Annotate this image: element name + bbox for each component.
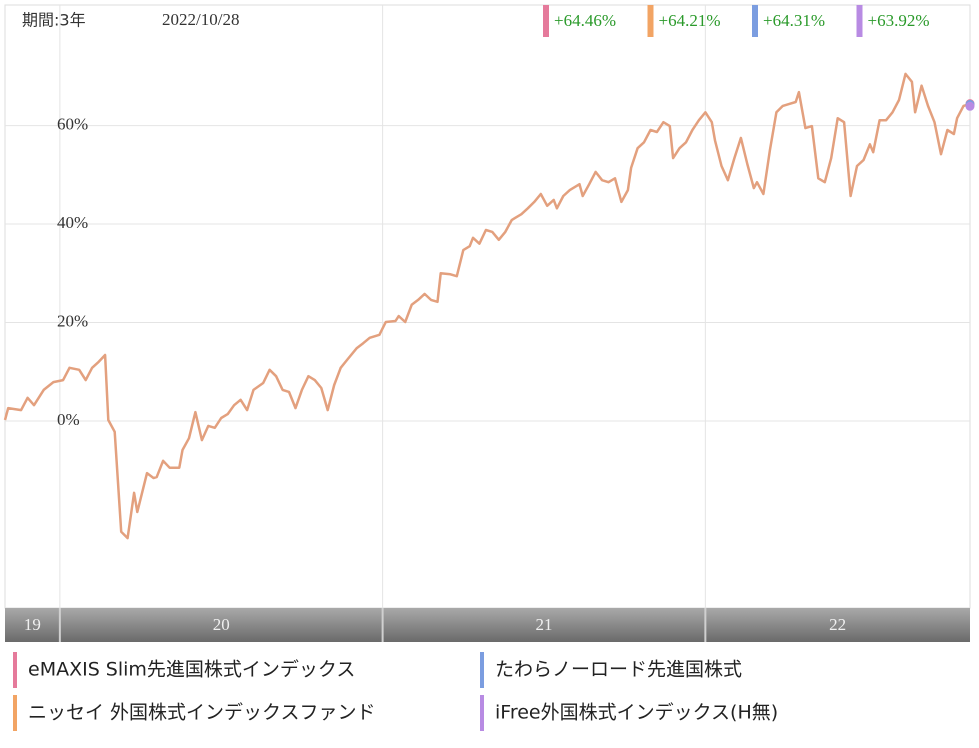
y-tick-label: 0% [57,410,80,429]
legend-label: たわらノーロード先進国株式 [495,659,742,681]
period-label: 期間:3年 [22,11,86,30]
data-line [3,72,971,540]
y-tick-label: 20% [57,311,88,330]
change-swatch [543,5,549,37]
legend-swatch [480,695,484,731]
x-tick-label: 22 [829,615,846,634]
x-tick-label: 19 [24,615,41,634]
x-tick-label: 21 [535,615,552,634]
end-marker [965,101,975,111]
legend-label: ニッセイ 外国株式インデックスファンド [28,702,375,724]
change-label: +64.46% [554,11,616,30]
change-label: +64.31% [763,11,825,30]
change-swatch [752,5,758,37]
plot-area [4,4,971,609]
legend-swatch [13,695,17,731]
change-label: +63.92% [868,11,930,30]
x-tick-label: 20 [213,615,230,634]
legend-swatch [480,652,484,688]
change-swatch [647,5,654,37]
legend-label: iFree外国株式インデックス(H無) [495,702,778,724]
change-label: +64.21% [659,11,721,30]
change-swatch [856,5,863,37]
legend-label: eMAXIS Slim先進国株式インデックス [28,659,355,681]
date-label: 2022/10/28 [162,10,239,29]
x-axis-band [5,608,970,642]
legend-swatch [13,652,17,688]
y-tick-label: 60% [57,115,88,134]
y-tick-label: 40% [57,213,88,232]
